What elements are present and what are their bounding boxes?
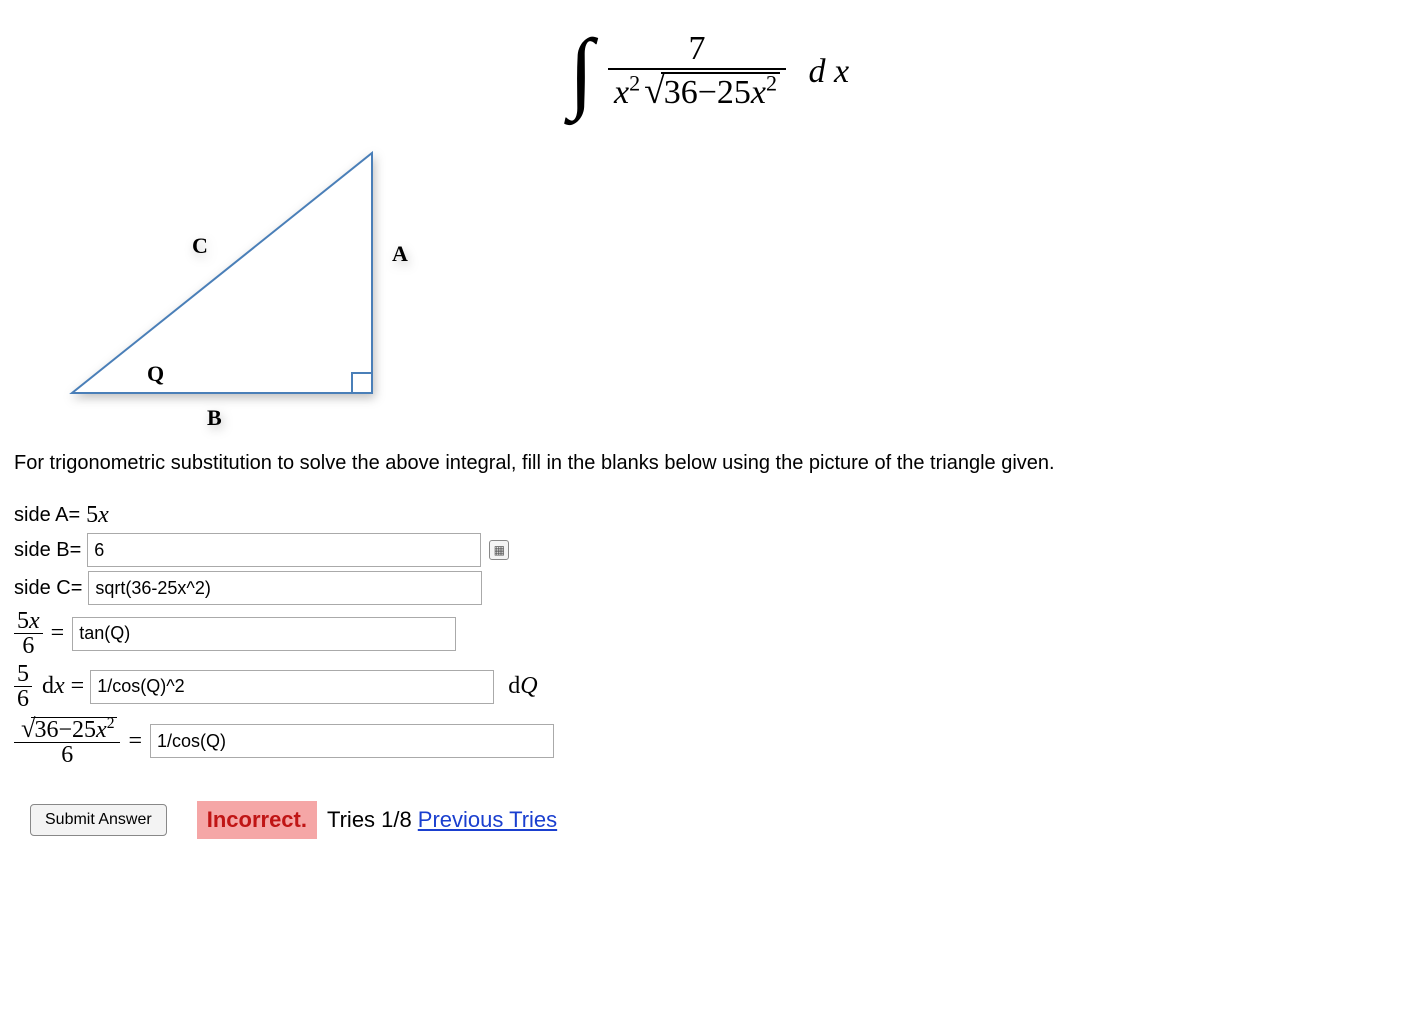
integral-sign-icon: ∫ [569, 36, 594, 108]
row-ratio-3: √36−25x2 6 = [14, 715, 1404, 767]
side-a-label: side A= [14, 504, 80, 527]
equals-icon: = [51, 620, 65, 647]
submit-answer-button[interactable]: Submit Answer [30, 804, 167, 836]
side-c-label: side C= [14, 577, 82, 600]
ratio3-input[interactable] [150, 724, 554, 758]
ratio2-dx-label: dx = [42, 673, 84, 700]
triangle-svg: C A B Q [32, 143, 412, 433]
contact-card-icon[interactable]: ▦ [489, 540, 509, 560]
integral-numerator: 7 [608, 30, 786, 70]
row-side-a: side A= 5x [14, 502, 1404, 529]
row-side-c: side C= [14, 571, 1404, 605]
integral-fraction: 7 x2√36−25x2 [608, 30, 786, 113]
status-badge: Incorrect. [197, 801, 317, 839]
equals-icon-2: = [128, 728, 142, 755]
ratio2-dq: dQ [508, 673, 537, 700]
triangle-label-b: B [207, 405, 222, 430]
ratio2-fraction: 5 6 [14, 662, 32, 711]
integral-dx: d x [809, 53, 850, 91]
triangle-label-a: A [392, 241, 408, 266]
triangle-label-c: C [192, 233, 208, 258]
row-ratio-2: 5 6 dx = dQ [14, 662, 1404, 711]
side-b-input[interactable] [87, 533, 481, 567]
side-a-given: 5x [86, 502, 109, 529]
side-c-input[interactable] [88, 571, 482, 605]
ratio3-fraction: √36−25x2 6 [14, 715, 120, 767]
integral-denominator: x2√36−25x2 [608, 70, 786, 113]
integral-expression: ∫ 7 x2√36−25x2 d x [14, 30, 1404, 113]
triangle-diagram: C A B Q [32, 143, 1404, 439]
previous-tries-link[interactable]: Previous Tries [418, 807, 557, 833]
ratio1-input[interactable] [72, 617, 456, 651]
answer-form: side A= 5x side B= ▦ side C= 5x 6 = 5 6 … [14, 502, 1404, 767]
ratio2-input[interactable] [90, 670, 494, 704]
submit-bar: Submit Answer Incorrect. Tries 1/8 Previ… [14, 801, 1404, 839]
instructions-text: For trigonometric substitution to solve … [14, 449, 1404, 478]
triangle-shape [72, 153, 372, 393]
tries-text: Tries 1/8 [327, 807, 412, 833]
side-b-label: side B= [14, 539, 81, 562]
ratio1-fraction: 5x 6 [14, 609, 43, 658]
row-side-b: side B= ▦ [14, 533, 1404, 567]
triangle-label-q: Q [147, 361, 164, 386]
row-ratio-1: 5x 6 = [14, 609, 1404, 658]
